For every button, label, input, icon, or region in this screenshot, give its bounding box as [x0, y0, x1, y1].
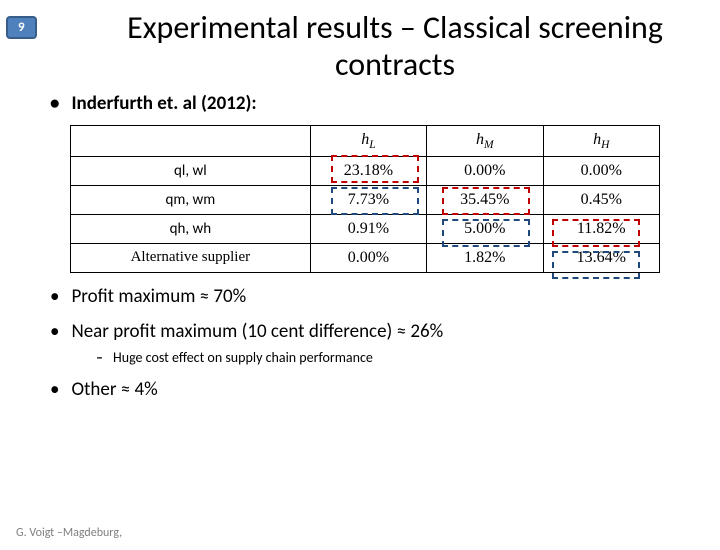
table-row: qm, wm 7.73% 35.45% 0.45% [71, 185, 660, 214]
bullet-citation: • Inderfurth et. al (2012): [50, 92, 680, 115]
col-hH: hH [543, 125, 659, 156]
bullet-other: • Other ≈ 4% [50, 378, 680, 401]
cell: 35.45% [427, 185, 543, 214]
row-label: qm, wm [71, 185, 311, 214]
cell: 0.91% [310, 214, 426, 243]
cell: 23.18% [310, 156, 426, 185]
bullet-dot: • [50, 285, 59, 308]
cost-effect-text: Huge cost effect on supply chain perform… [113, 349, 373, 366]
row-label: ql, wl [71, 156, 311, 185]
table-row: qh, wh 0.91% 5.00% 11.82% [71, 214, 660, 243]
cell: 7.73% [310, 185, 426, 214]
profit-max-text: Profit maximum ≈ 70% [71, 285, 246, 308]
results-table: hL hM hH ql, wl 23.18% 0.00% 0.00% qm, w… [70, 125, 660, 273]
near-profit-text: Near profit maximum (10 cent difference)… [71, 320, 443, 343]
col-hM: hM [427, 125, 543, 156]
footer-text: G. Voigt –Magdeburg, [16, 526, 122, 540]
bullet-profit-max: • Profit maximum ≈ 70% [50, 285, 680, 308]
cell: 5.00% [427, 214, 543, 243]
bullet-dot: • [50, 92, 59, 115]
cell: 0.00% [310, 243, 426, 272]
bullet-cost-effect: – Huge cost effect on supply chain perfo… [96, 349, 680, 366]
content-area: • Inderfurth et. al (2012): hL hM hH ql,… [0, 92, 720, 401]
col-blank [71, 125, 311, 156]
cell: 0.45% [543, 185, 659, 214]
table-row: ql, wl 23.18% 0.00% 0.00% [71, 156, 660, 185]
slide-title: Experimental results – Classical screeni… [110, 10, 680, 84]
row-label: Alternative supplier [71, 243, 311, 272]
citation-text: Inderfurth et. al (2012): [71, 92, 256, 115]
slide-number-badge: 9 [6, 16, 37, 39]
cell: 0.00% [427, 156, 543, 185]
cell: 1.82% [427, 243, 543, 272]
results-table-wrap: hL hM hH ql, wl 23.18% 0.00% 0.00% qm, w… [70, 125, 660, 273]
cell: 13.64% [543, 243, 659, 272]
cell: 0.00% [543, 156, 659, 185]
bullet-near-profit: • Near profit maximum (10 cent differenc… [50, 320, 680, 343]
slide-number: 9 [18, 20, 25, 35]
bullet-dash: – [96, 349, 103, 366]
bullet-dot: • [50, 320, 59, 343]
cell: 11.82% [543, 214, 659, 243]
row-label: qh, wh [71, 214, 311, 243]
other-text: Other ≈ 4% [71, 378, 157, 401]
bullet-dot: • [50, 378, 59, 401]
table-row: Alternative supplier 0.00% 1.82% 13.64% [71, 243, 660, 272]
table-header-row: hL hM hH [71, 125, 660, 156]
col-hL: hL [310, 125, 426, 156]
